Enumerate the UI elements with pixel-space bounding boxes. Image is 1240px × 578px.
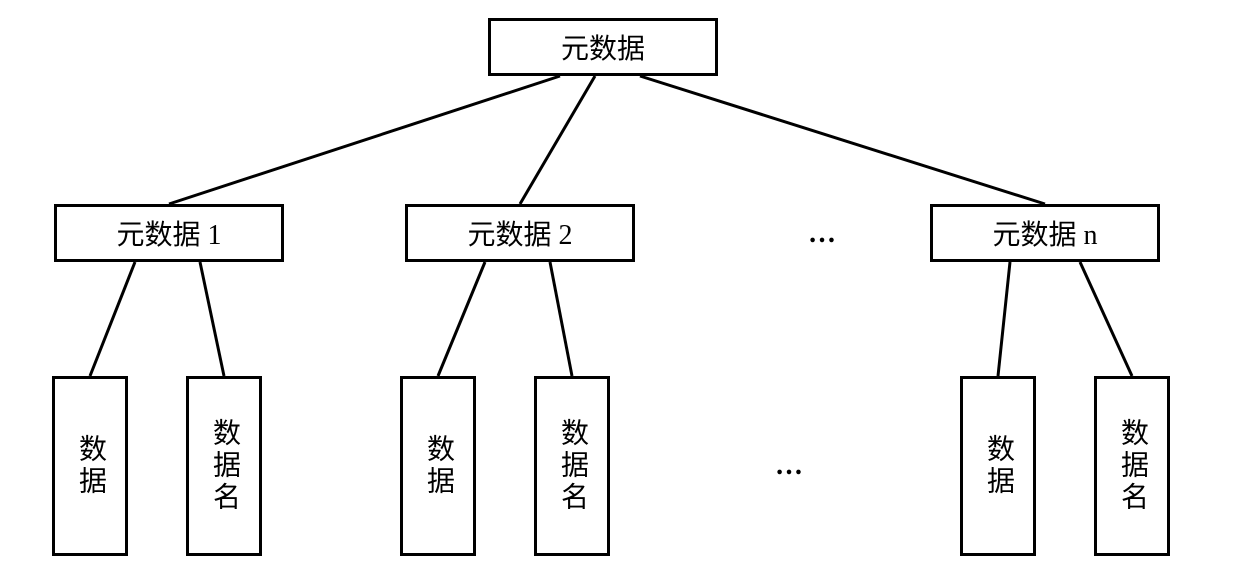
edge-root-mid2	[520, 76, 595, 204]
edge-midn-leafnb	[1080, 262, 1132, 376]
edge-midn-leafna	[998, 262, 1010, 376]
ellipsis-mid: …	[808, 218, 838, 250]
node-leaf-2a-label: 数据	[418, 434, 458, 498]
edge-root-midn	[640, 76, 1045, 204]
node-leaf-na-label: 数据	[978, 434, 1018, 498]
node-leaf-1b: 数据名	[186, 376, 262, 556]
node-mid-1-label: 元数据 1	[116, 213, 221, 253]
node-leaf-nb: 数据名	[1094, 376, 1170, 556]
node-leaf-na: 数据	[960, 376, 1036, 556]
edge-root-mid1	[169, 76, 560, 204]
node-leaf-1a: 数据	[52, 376, 128, 556]
node-mid-1: 元数据 1	[54, 204, 284, 262]
node-root-label: 元数据	[561, 27, 645, 67]
edge-mid2-leaf2b	[550, 262, 572, 376]
node-mid-2: 元数据 2	[405, 204, 635, 262]
edge-mid1-leaf1b	[200, 262, 224, 376]
node-leaf-2b: 数据名	[534, 376, 610, 556]
node-mid-n-label: 元数据 n	[992, 213, 1097, 253]
node-leaf-2b-label: 数据名	[552, 418, 592, 514]
edge-mid1-leaf1a	[90, 262, 135, 376]
node-leaf-1a-label: 数据	[70, 434, 110, 498]
node-mid-2-label: 元数据 2	[467, 213, 572, 253]
node-mid-n: 元数据 n	[930, 204, 1160, 262]
node-root: 元数据	[488, 18, 718, 76]
node-leaf-2a: 数据	[400, 376, 476, 556]
node-leaf-1b-label: 数据名	[204, 418, 244, 514]
ellipsis-leaf: …	[775, 450, 805, 482]
node-leaf-nb-label: 数据名	[1112, 418, 1152, 514]
edge-mid2-leaf2a	[438, 262, 485, 376]
